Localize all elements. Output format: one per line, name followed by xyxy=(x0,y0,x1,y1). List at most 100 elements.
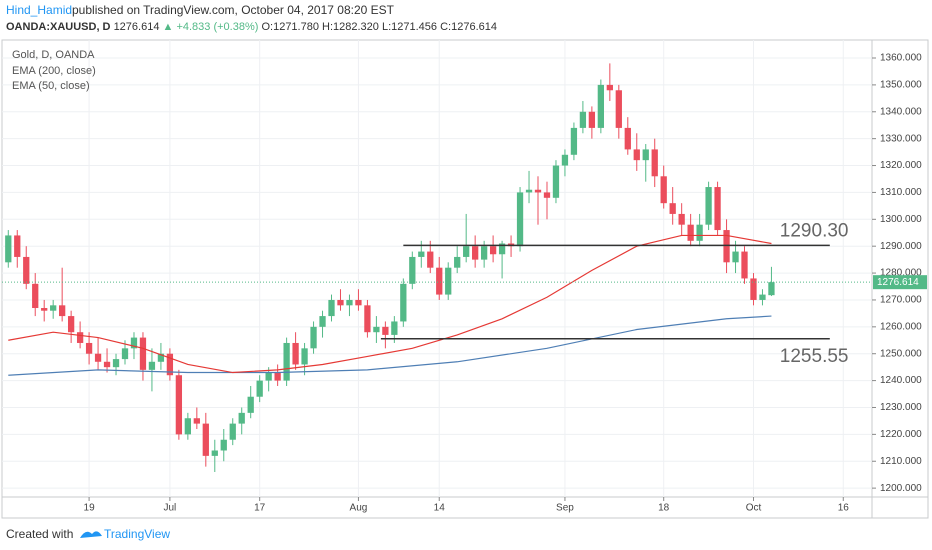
candle-body xyxy=(238,412,245,424)
x-tick-label: Sep xyxy=(556,503,574,514)
y-tick-label: 1220.000 xyxy=(880,429,922,440)
candle-body xyxy=(229,423,236,440)
candle-body xyxy=(373,326,380,333)
candle-body xyxy=(472,246,479,260)
symbol-row: OANDA:XAUUSD, D 1276.614 ▲ +4.833 (+0.38… xyxy=(6,21,497,33)
candle-body xyxy=(741,251,748,279)
footer-brand[interactable]: TradingView xyxy=(104,527,170,541)
y-tick-label: 1240.000 xyxy=(880,375,922,386)
candle-body xyxy=(463,246,470,257)
level-label: 1290.30 xyxy=(780,220,849,241)
x-tick-label: 16 xyxy=(838,503,850,514)
y-tick-label: 1200.000 xyxy=(880,483,922,494)
plot: 1200.000 1210.000 1220.000 1230.000 1240.000… xyxy=(2,40,927,514)
low: L:1271.456 xyxy=(382,21,437,33)
level-label: 1255.55 xyxy=(780,346,849,367)
open: O:1271.780 xyxy=(261,21,319,33)
candle-body xyxy=(687,224,694,241)
candle-body xyxy=(5,235,12,263)
logo xyxy=(80,531,102,538)
candle-body xyxy=(175,375,183,435)
ema-line xyxy=(8,315,772,376)
candle-body xyxy=(678,213,685,225)
legend-item: Gold, D, OANDA xyxy=(12,49,95,61)
candle-body xyxy=(85,342,93,354)
candle-body xyxy=(364,305,371,333)
candle-body xyxy=(436,267,443,295)
ema-line xyxy=(8,234,772,374)
candle-body xyxy=(391,321,398,335)
published: published on TradingView.com, October 04… xyxy=(72,3,395,17)
candle-body xyxy=(220,439,227,451)
high: H:1282.320 xyxy=(322,21,379,33)
candle-body xyxy=(759,294,766,300)
y-tick-label: 1280.000 xyxy=(880,268,922,279)
candle-body xyxy=(310,326,317,349)
candle-body xyxy=(14,235,21,257)
x-tick-label: 19 xyxy=(84,503,96,514)
candle-body xyxy=(265,372,272,381)
x-tick-label: Aug xyxy=(350,503,368,514)
y-tick-label: 1330.000 xyxy=(880,133,922,144)
candle-body xyxy=(588,111,596,128)
candle-body xyxy=(561,154,569,166)
candle-body xyxy=(166,353,174,376)
candle-body xyxy=(489,246,497,255)
candle-body xyxy=(723,230,730,263)
candle-body xyxy=(211,450,218,456)
y-tick-label: 1210.000 xyxy=(880,456,922,467)
x-tick-label: 18 xyxy=(658,503,670,514)
y-tick-label: 1260.000 xyxy=(880,321,922,332)
candle-body xyxy=(319,316,326,327)
candle-body xyxy=(50,305,57,311)
candle-body xyxy=(400,283,407,322)
x-tick-label: Jul xyxy=(163,503,176,514)
candle-body xyxy=(247,396,254,413)
x-tick-label: 14 xyxy=(434,503,446,514)
candle-body xyxy=(94,353,102,362)
y-tick-label: 1360.000 xyxy=(880,53,922,64)
candle-body xyxy=(148,361,156,370)
candle-body xyxy=(705,187,712,225)
candle-body xyxy=(328,299,335,317)
candle-body xyxy=(346,299,353,306)
candle-body xyxy=(750,278,757,300)
candle-body xyxy=(570,127,578,155)
candle-body xyxy=(121,348,129,360)
candle-body xyxy=(67,316,75,333)
candle-body xyxy=(283,342,290,381)
candle-body xyxy=(525,189,533,193)
author[interactable]: Hind_Hamid xyxy=(6,3,72,17)
candle-body xyxy=(202,423,209,456)
candle-body xyxy=(59,305,66,317)
candle-body xyxy=(409,256,416,284)
y-tick-label: 1270.000 xyxy=(880,295,922,306)
candle-body xyxy=(633,149,640,161)
footer-text: Created with xyxy=(6,527,73,541)
y-tick-label: 1290.000 xyxy=(880,241,922,252)
candle-body xyxy=(292,342,299,365)
candle-body xyxy=(552,165,560,198)
candle-body xyxy=(139,337,147,370)
candle-body xyxy=(624,127,631,150)
candle-body xyxy=(543,192,551,198)
candle-body xyxy=(130,337,138,349)
candle-body xyxy=(516,192,524,247)
candle-body xyxy=(355,299,362,306)
change: ▲ +4.833 (+0.38%) xyxy=(163,21,259,33)
y-tick-label: 1300.000 xyxy=(880,214,922,225)
footer-bar xyxy=(0,520,932,550)
symbol: OANDA:XAUUSD, D xyxy=(6,21,111,33)
candle-body xyxy=(480,246,488,260)
y-tick-label: 1350.000 xyxy=(880,80,922,91)
candle-body xyxy=(23,256,30,284)
last-price-box xyxy=(873,275,927,290)
candle-body xyxy=(696,224,703,241)
candle-body xyxy=(103,361,111,368)
y-tick-label: 1310.000 xyxy=(880,187,922,198)
candle-body xyxy=(534,189,542,193)
candle-body xyxy=(445,267,452,295)
candle-body xyxy=(382,326,389,335)
y-tick-label: 1250.000 xyxy=(880,348,922,359)
